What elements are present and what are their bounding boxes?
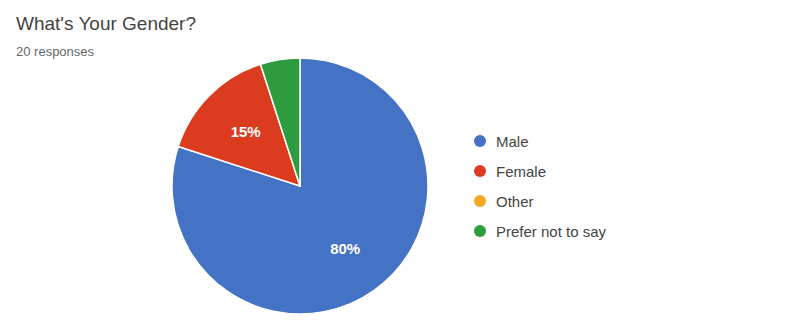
chart-container: What's Your Gender? 20 responses 80% 15% Mal… <box>0 0 800 336</box>
legend-marker <box>474 135 486 147</box>
subtitle: 20 responses <box>16 44 95 59</box>
legend-marker <box>474 195 486 207</box>
pie <box>172 58 428 314</box>
legend-marker <box>474 225 486 237</box>
chart-svg: What's Your Gender? 20 responses 80% 15% Mal… <box>0 0 800 336</box>
legend-label: Other <box>496 193 534 210</box>
data-labels: 80% 15% <box>231 123 360 256</box>
legend-label: Female <box>496 163 546 180</box>
data-label: 15% <box>231 123 261 140</box>
data-label: 80% <box>330 240 360 257</box>
legend-label: Male <box>496 133 529 150</box>
legend-marker <box>474 165 486 177</box>
pie-slice <box>260 58 300 186</box>
legend: Male Female Other Prefer not to say <box>474 133 607 240</box>
pie-slice <box>172 58 428 314</box>
legend-label: Prefer not to say <box>496 223 607 240</box>
title: What's Your Gender? <box>16 13 196 34</box>
